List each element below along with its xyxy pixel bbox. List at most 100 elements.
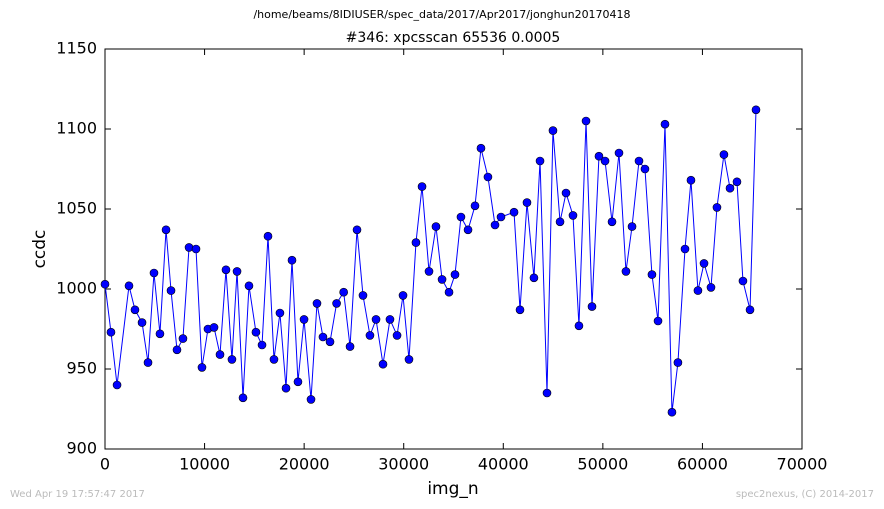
data-point [686, 175, 696, 185]
data-point [476, 143, 486, 153]
data-point [450, 270, 460, 279]
data-point [680, 244, 690, 254]
y-tick-label: 1000 [56, 279, 97, 298]
y-tick-label: 1050 [56, 199, 97, 218]
x-tick-label: 20000 [279, 455, 330, 474]
data-point [594, 151, 604, 161]
data-point [143, 358, 153, 367]
y-tick-label: 950 [66, 359, 97, 378]
data-point [411, 238, 421, 247]
data-point [209, 323, 219, 332]
data-point [232, 267, 242, 276]
data-point [548, 126, 558, 135]
data-point [424, 267, 434, 276]
data-point [542, 388, 552, 398]
data-point [614, 148, 624, 158]
x-tick-label: 40000 [478, 455, 529, 474]
data-point [137, 318, 147, 327]
data-point [568, 211, 578, 220]
data-point [561, 188, 571, 198]
data-point [339, 287, 348, 297]
data-point [371, 315, 381, 324]
data-point [745, 305, 755, 315]
data-point [627, 222, 637, 231]
data-point [640, 164, 650, 174]
data-point [358, 291, 368, 300]
data-point [699, 259, 709, 268]
data-point [712, 203, 722, 212]
data-point [149, 268, 159, 278]
data-point [385, 315, 395, 324]
data-point [496, 212, 506, 222]
data-point [318, 332, 328, 342]
data-point [660, 119, 670, 129]
data-point [312, 299, 322, 308]
data-point [607, 217, 617, 227]
data-point [490, 220, 500, 230]
data-point [667, 407, 677, 417]
data-point [184, 243, 194, 252]
y-axis-label: ccdc [30, 230, 50, 269]
x-tick-label: 50000 [577, 455, 628, 474]
data-point [325, 337, 335, 347]
data-point [600, 156, 610, 166]
data-point [555, 217, 565, 227]
chart-title: #346: xpcsscan 65536 0.0005 [346, 30, 561, 46]
data-point [287, 255, 297, 265]
x-tick-label: 10000 [179, 455, 230, 474]
data-point [732, 177, 742, 187]
data-point [172, 345, 182, 355]
data-point [431, 222, 441, 231]
data-point [515, 305, 525, 315]
data-point [345, 342, 355, 351]
data-point [161, 225, 171, 235]
data-point [522, 198, 532, 207]
data-point [574, 321, 584, 331]
data-point [647, 270, 657, 279]
data-point [100, 279, 110, 289]
footer-timestamp: Wed Apr 19 17:57:47 2017 [10, 489, 145, 500]
data-point [257, 340, 267, 350]
data-point [197, 363, 207, 372]
data-point [535, 156, 545, 166]
data-point [251, 327, 261, 337]
data-point [621, 267, 631, 276]
data-point [263, 231, 273, 241]
data-point [529, 273, 539, 283]
data-point [215, 350, 225, 359]
data-point [483, 172, 493, 182]
suptitle: /home/beams/8IDIUSER/spec_data/2017/Apr2… [253, 8, 630, 21]
data-point [693, 286, 703, 295]
footer-credit: spec2nexus, (C) 2014-2017 [736, 489, 874, 500]
data-point [275, 308, 285, 318]
data-point [725, 183, 735, 193]
data-point [509, 207, 519, 217]
data-point [581, 116, 591, 126]
data-point [281, 383, 291, 393]
x-axis-label: img_n [427, 479, 478, 499]
data-point [738, 276, 748, 286]
x-tick-label: 30000 [378, 455, 429, 474]
y-tick-label: 1150 [56, 39, 97, 58]
data-point [392, 331, 402, 340]
data-point [456, 212, 466, 222]
data-point [166, 286, 176, 295]
data-point [587, 302, 597, 311]
data-point [293, 377, 303, 387]
data-point [238, 393, 248, 403]
data-point [706, 283, 716, 292]
plot-area [104, 48, 803, 450]
data-point [306, 395, 316, 404]
data-point [404, 355, 414, 364]
data-point [470, 201, 480, 211]
data-point [378, 359, 388, 369]
data-point [444, 287, 454, 297]
data-point [155, 329, 165, 339]
data-point [112, 380, 122, 390]
data-point [463, 225, 473, 235]
data-point [106, 327, 116, 337]
data-point [221, 265, 231, 275]
x-tick-label: 60000 [677, 455, 728, 474]
data-point [299, 315, 309, 324]
